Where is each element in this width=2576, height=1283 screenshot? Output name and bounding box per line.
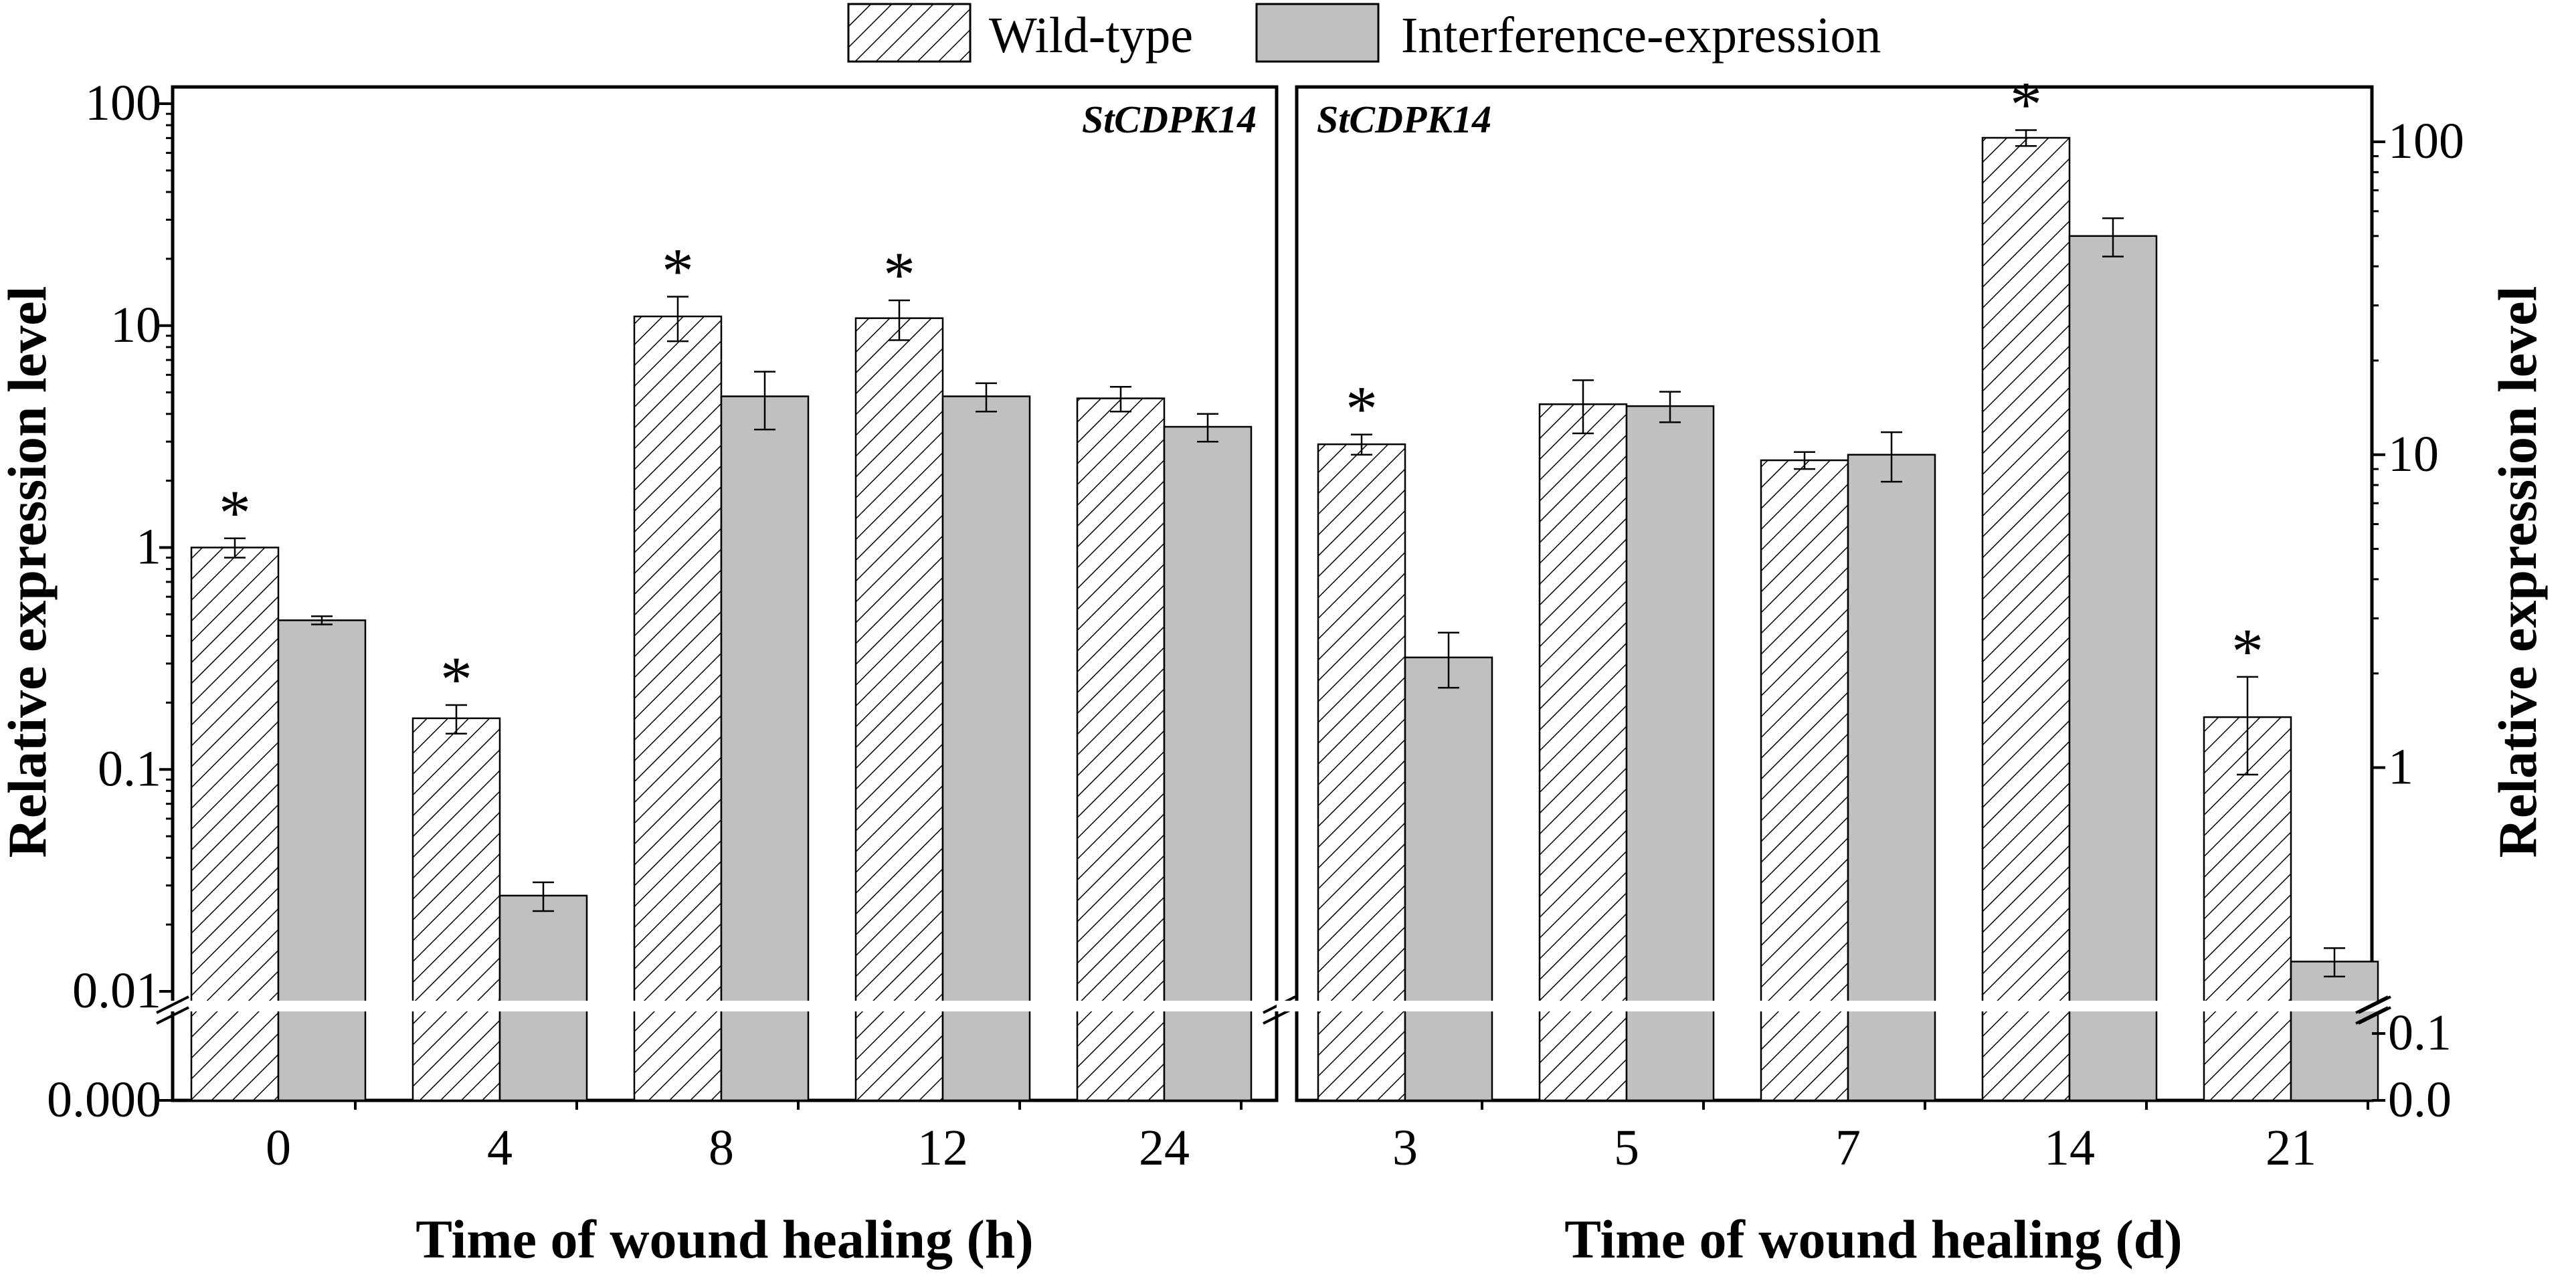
x-tick-label-4: 4 <box>487 1120 513 1176</box>
y-tick-label-10: 10 <box>2388 426 2439 482</box>
wild-type-bar-4 <box>411 717 501 1102</box>
legend-swatch-interference-expression <box>1255 3 1380 63</box>
x-axis-title: Time of wound healing (d) <box>1564 1209 2182 1270</box>
x-tick-label-8: 8 <box>709 1120 734 1176</box>
interference-bar-3 <box>1404 656 1493 1102</box>
wild-type-bar-21 <box>2203 716 2292 1102</box>
x-tick-label-14: 14 <box>2044 1120 2095 1176</box>
legend-label-wild-type: Wild-type <box>989 7 1193 64</box>
y-lower-tick-label-0.0: 0.0 <box>2388 1072 2452 1128</box>
interference-bar-0 <box>277 619 367 1102</box>
axis-break-mark <box>156 995 189 1014</box>
x-tick-label-24: 24 <box>1139 1120 1190 1176</box>
wild-type-bar-24 <box>1076 397 1166 1102</box>
y-tick-label-100: 100 <box>2388 113 2464 169</box>
x-tick-label-12: 12 <box>917 1120 968 1176</box>
interference-bar-24 <box>1163 425 1253 1102</box>
significance-star-14: * <box>2010 68 2042 140</box>
axis-break-mark <box>156 1006 189 1025</box>
interference-bar-12 <box>941 395 1031 1102</box>
x-tick-label-3: 3 <box>1392 1120 1418 1176</box>
wild-type-bar-8 <box>633 315 723 1102</box>
y-tick-label-1: 1 <box>136 519 161 575</box>
x-tick-label-5: 5 <box>1614 1120 1639 1176</box>
significance-star-8: * <box>662 235 694 307</box>
y-lower-tick-label-0.1: 0.1 <box>2388 1005 2452 1061</box>
legend-label-interference-expression: Interference-expression <box>1401 7 1881 64</box>
axis-break-mark <box>2358 1006 2391 1025</box>
wild-type-bar-7 <box>1760 459 1849 1102</box>
interference-bar-7 <box>1847 454 1936 1102</box>
y-tick-label-100: 100 <box>85 75 161 131</box>
y-lower-tick-label-0.000: 0.000 <box>47 1072 161 1128</box>
x-tick-label-7: 7 <box>1835 1120 1861 1176</box>
legend: Wild-type Interference-expression <box>847 3 1881 64</box>
significance-star-4: * <box>440 644 472 715</box>
wild-type-bar-0 <box>190 547 280 1102</box>
axis-break-mark <box>2358 995 2391 1014</box>
y-axis-title: Relative expression level <box>2487 286 2548 858</box>
interference-bar-5 <box>1625 405 1715 1102</box>
axis-break-gap <box>153 1001 1297 1011</box>
wild-type-bar-5 <box>1538 403 1628 1102</box>
days-panel: * 3 5 7 * 14 * 21 100 10 1 0.1 0.0 StCDPK14 Time of wo… <box>1277 68 2548 1270</box>
interference-bar-21 <box>2290 961 2379 1102</box>
x-tick-label-21: 21 <box>2266 1120 2316 1176</box>
legend-swatch-wild-type <box>847 3 972 63</box>
y-tick-label-0.1: 0.1 <box>98 741 161 797</box>
significance-star-0: * <box>219 477 251 549</box>
significance-star-3: * <box>1346 373 1378 445</box>
y-tick-label-0.01: 0.01 <box>72 963 161 1019</box>
significance-star-12: * <box>883 239 915 310</box>
x-tick-label-0: 0 <box>266 1120 291 1176</box>
axis-break-gap <box>1277 1001 2392 1011</box>
wild-type-bar-14 <box>1981 136 2071 1102</box>
y-axis-title: Relative expression level <box>0 286 58 858</box>
significance-star-21: * <box>2231 615 2264 687</box>
x-axis-title: Time of wound healing (h) <box>416 1209 1033 1270</box>
interference-bar-4 <box>498 894 588 1102</box>
gene-label: StCDPK14 <box>1082 98 1257 141</box>
y-tick-label-1: 1 <box>2388 739 2413 795</box>
wild-type-bar-12 <box>854 317 944 1102</box>
y-tick-label-10: 10 <box>110 297 161 353</box>
interference-bar-14 <box>2068 235 2158 1102</box>
gene-label: StCDPK14 <box>1317 98 1491 141</box>
hours-panel: * 0 * 4 * 8 * 12 24 100 10 1 0.1 0.01 0.000 StCDPK14 Tim… <box>0 75 1297 1270</box>
interference-bar-8 <box>720 395 810 1102</box>
